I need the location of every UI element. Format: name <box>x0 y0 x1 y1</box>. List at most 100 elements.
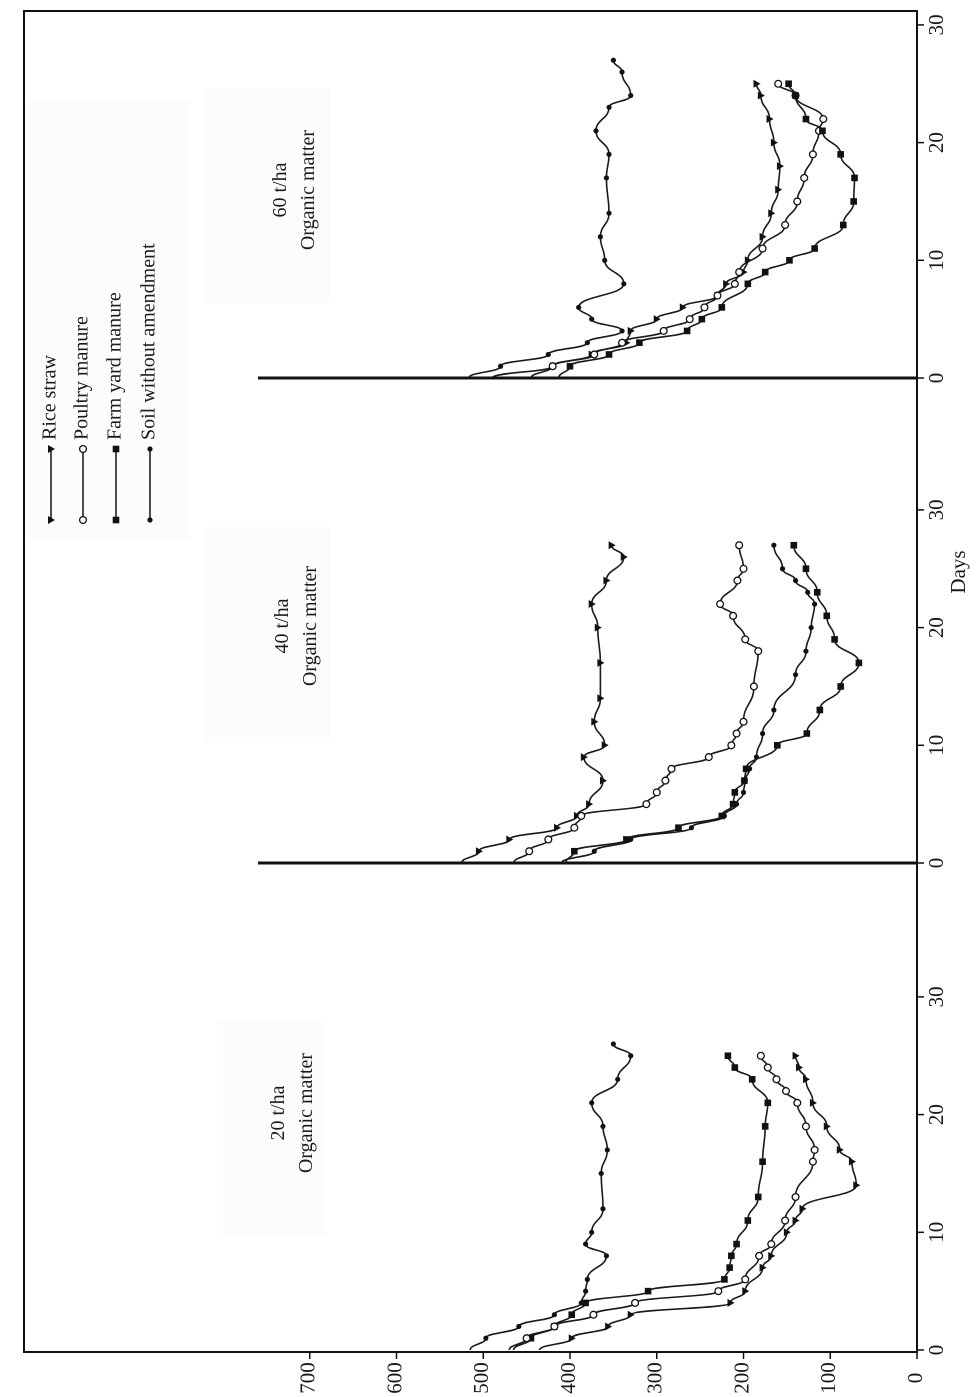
data-point <box>590 350 599 359</box>
data-point <box>713 291 722 300</box>
series-line <box>467 60 632 379</box>
series-soil-without-amendment <box>469 1041 634 1351</box>
data-point <box>740 789 747 795</box>
data-point <box>583 1288 589 1294</box>
data-point <box>741 777 748 784</box>
data-point <box>744 1217 752 1224</box>
x-tick-label: 20 <box>924 132 948 153</box>
data-point <box>802 1075 810 1084</box>
data-point <box>605 351 613 358</box>
data-point <box>808 1157 817 1166</box>
data-point <box>700 303 709 312</box>
data-point <box>627 326 635 335</box>
data-point <box>802 115 810 123</box>
data-point <box>731 789 739 796</box>
data-point <box>763 1063 772 1072</box>
plot-panels: 20 t/ha Organic matter 40 t/ha Organic matt… <box>205 57 917 1351</box>
data-point <box>601 741 609 750</box>
x-tick-label: 0 <box>924 373 948 384</box>
legend-label: Rice straw <box>39 354 61 440</box>
data-point <box>783 1228 791 1237</box>
data-point <box>522 1334 531 1343</box>
data-point <box>781 1087 791 1096</box>
data-point <box>802 565 810 573</box>
data-point <box>741 635 750 644</box>
data-point <box>810 1145 819 1154</box>
data-point <box>775 185 783 194</box>
legend-entry: Soil without amendment <box>138 243 160 523</box>
data-point <box>551 1312 557 1318</box>
y-tick-label: 700 <box>296 1362 320 1394</box>
data-point <box>591 717 599 726</box>
data-point <box>718 304 726 311</box>
data-point <box>598 1170 604 1177</box>
data-point <box>78 444 88 454</box>
series-soil-without-amendment <box>467 57 634 379</box>
series-poultry-manure <box>530 79 828 379</box>
data-point <box>767 1240 776 1249</box>
panel-label-rate: 40 t/ha <box>271 598 293 653</box>
data-point <box>785 80 792 88</box>
x-tick-label: 0 <box>924 1345 948 1356</box>
x-tick-label: 30 <box>924 499 948 520</box>
data-point <box>727 741 736 750</box>
data-point <box>627 1310 635 1319</box>
series-farm-yard-manure <box>564 541 863 864</box>
data-point <box>790 541 798 549</box>
data-point <box>683 327 691 335</box>
data-point <box>606 210 612 216</box>
data-point <box>553 823 561 832</box>
data-point <box>758 244 767 253</box>
data-point <box>816 706 824 714</box>
data-point <box>728 1252 735 1260</box>
data-point <box>831 636 838 643</box>
data-point <box>603 576 611 585</box>
data-point <box>749 682 758 691</box>
data-point <box>811 245 818 252</box>
data-point <box>796 1063 804 1072</box>
panel-label-rate: 60 t/ha <box>269 162 291 217</box>
data-point <box>498 363 504 369</box>
data-point <box>808 625 814 631</box>
data-point <box>599 776 607 785</box>
data-point <box>548 362 557 371</box>
data-point <box>48 445 55 453</box>
legend-box <box>30 100 190 540</box>
data-point <box>642 800 651 809</box>
data-point <box>812 601 818 607</box>
data-point <box>855 659 863 667</box>
data-point <box>735 268 744 277</box>
data-point <box>808 150 817 159</box>
panel-label-unit: Organic matter <box>295 1053 317 1173</box>
data-point <box>580 753 588 762</box>
data-point <box>589 316 595 322</box>
data-point <box>836 1145 844 1154</box>
y-tick-label: 0 <box>903 1373 927 1384</box>
legend-label: Poultry manure <box>71 316 93 440</box>
data-point <box>661 776 670 785</box>
data-point <box>619 328 625 334</box>
data-point <box>597 658 605 667</box>
data-point <box>48 516 55 524</box>
y-tick-label: 400 <box>556 1362 580 1394</box>
legend-label: Farm yard manure <box>104 292 126 440</box>
plot-frame <box>23 10 918 1353</box>
data-point <box>716 600 725 609</box>
data-point <box>527 1334 535 1342</box>
data-point <box>793 197 802 206</box>
data-point <box>591 848 597 854</box>
data-point <box>757 91 765 100</box>
data-point <box>584 340 590 346</box>
data-point <box>582 1299 589 1307</box>
data-point <box>714 1287 723 1296</box>
y-tick-label: 300 <box>643 1362 667 1394</box>
data-point <box>602 257 608 263</box>
data-point <box>571 847 578 855</box>
data-point <box>742 765 750 773</box>
data-point <box>753 79 761 88</box>
series-rice-straw <box>460 541 628 864</box>
data-point <box>756 1051 765 1060</box>
data-point <box>779 566 786 572</box>
data-point <box>726 1264 733 1271</box>
data-point <box>483 1335 489 1341</box>
